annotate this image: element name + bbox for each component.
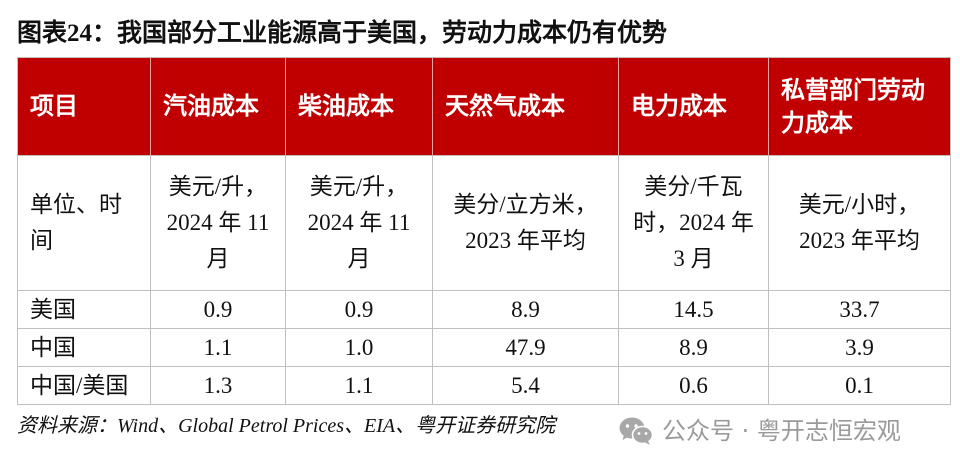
units-diesel: 美元/升，2024 年 11 月 xyxy=(285,155,433,291)
header-cell-electricity: 电力成本 xyxy=(618,57,769,156)
watermark-text: 公众号 · 粤开志恒宏观 xyxy=(662,417,901,445)
header-cell-item: 项目 xyxy=(17,57,151,156)
cell-gasoline: 1.3 xyxy=(150,366,286,405)
cell-electricity: 14.5 xyxy=(618,290,769,329)
table-row: 中国/美国 1.3 1.1 5.4 0.6 0.1 xyxy=(17,366,951,405)
row-label: 中国 xyxy=(17,328,151,367)
wechat-icon xyxy=(618,416,662,446)
cost-comparison-table: 项目 汽油成本 柴油成本 天然气成本 电力成本 私营部门劳动力成本 单位、时间 … xyxy=(17,57,951,405)
cell-labor: 33.7 xyxy=(768,290,951,329)
row-label: 中国/美国 xyxy=(17,366,151,405)
cell-labor: 0.1 xyxy=(768,366,951,405)
units-label: 单位、时间 xyxy=(17,155,151,291)
header-cell-natural-gas: 天然气成本 xyxy=(432,57,619,156)
header-cell-diesel: 柴油成本 xyxy=(285,57,433,156)
cell-diesel: 0.9 xyxy=(285,290,433,329)
units-natural-gas: 美分/立方米，2023 年平均 xyxy=(432,155,619,291)
units-row: 单位、时间 美元/升，2024 年 11 月 美元/升，2024 年 11 月 … xyxy=(17,155,951,291)
cell-electricity: 8.9 xyxy=(618,328,769,367)
header-cell-gasoline: 汽油成本 xyxy=(150,57,286,156)
units-electricity: 美分/千瓦时，2024 年 3 月 xyxy=(618,155,769,291)
header-cell-labor: 私营部门劳动力成本 xyxy=(768,57,951,156)
table-row: 中国 1.1 1.0 47.9 8.9 3.9 xyxy=(17,328,951,367)
units-gasoline: 美元/升，2024 年 11 月 xyxy=(150,155,286,291)
cell-gasoline: 1.1 xyxy=(150,328,286,367)
cell-labor: 3.9 xyxy=(768,328,951,367)
cell-natural-gas: 8.9 xyxy=(432,290,619,329)
cell-electricity: 0.6 xyxy=(618,366,769,405)
header-row: 项目 汽油成本 柴油成本 天然气成本 电力成本 私营部门劳动力成本 xyxy=(17,57,951,156)
cell-natural-gas: 5.4 xyxy=(432,366,619,405)
watermark: 公众号 · 粤开志恒宏观 xyxy=(618,415,901,447)
cell-diesel: 1.0 xyxy=(285,328,433,367)
figure-title: 图表24：我国部分工业能源高于美国，劳动力成本仍有优势 xyxy=(17,20,668,47)
cell-diesel: 1.1 xyxy=(285,366,433,405)
cell-natural-gas: 47.9 xyxy=(432,328,619,367)
row-label: 美国 xyxy=(17,290,151,329)
source-note: 资料来源：Wind、Global Petrol Prices、EIA、粤开证券研… xyxy=(17,415,556,437)
cell-gasoline: 0.9 xyxy=(150,290,286,329)
units-labor: 美元/小时，2023 年平均 xyxy=(768,155,951,291)
table-row: 美国 0.9 0.9 8.9 14.5 33.7 xyxy=(17,290,951,329)
